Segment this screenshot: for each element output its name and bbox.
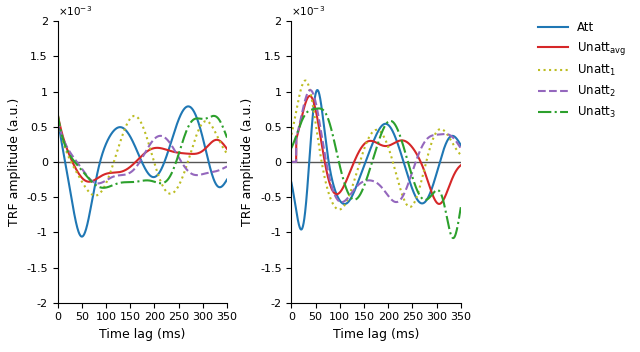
Y-axis label: TRF amplitude (a.u.): TRF amplitude (a.u.) xyxy=(8,98,20,226)
X-axis label: Time lag (ms): Time lag (ms) xyxy=(99,328,186,341)
Text: $\times10^{-3}$: $\times10^{-3}$ xyxy=(291,5,326,18)
Legend: Att, Unatt$_{\mathregular{avg}}$, Unatt$_1$, Unatt$_2$, Unatt$_3$: Att, Unatt$_{\mathregular{avg}}$, Unatt$… xyxy=(534,17,631,125)
Text: $\times10^{-3}$: $\times10^{-3}$ xyxy=(58,5,92,18)
Y-axis label: TRF amplitude (a.u.): TRF amplitude (a.u.) xyxy=(241,98,255,226)
X-axis label: Time lag (ms): Time lag (ms) xyxy=(333,328,419,341)
